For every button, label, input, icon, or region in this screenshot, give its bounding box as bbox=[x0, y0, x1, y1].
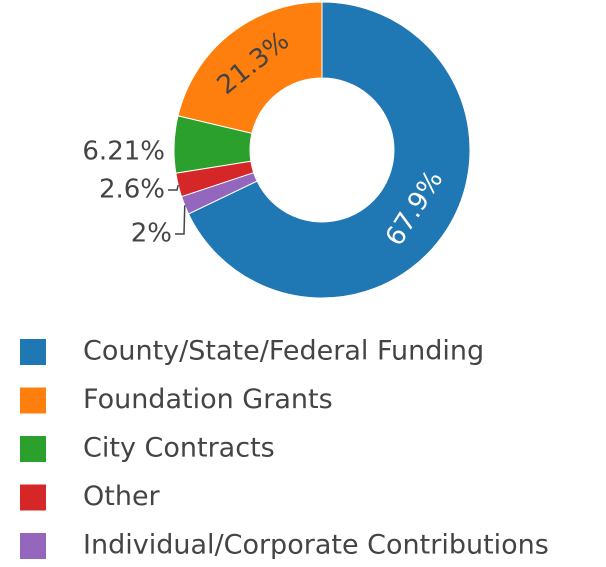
slice bbox=[177, 1, 323, 135]
legend-swatch bbox=[20, 339, 46, 365]
legend-swatch bbox=[20, 387, 46, 414]
legend-label: Foundation Grants bbox=[83, 384, 333, 415]
legend-label: Other bbox=[83, 481, 161, 512]
legend-label: County/State/Federal Funding bbox=[83, 336, 484, 367]
legend-swatch bbox=[20, 436, 46, 462]
legend-label: City Contracts bbox=[83, 433, 275, 464]
leader-line bbox=[175, 205, 186, 235]
slice-label: 6.21% bbox=[82, 137, 165, 167]
legend-label: Individual/Corporate Contributions bbox=[83, 530, 549, 561]
legend-swatch bbox=[20, 533, 46, 559]
slice-label: 2% bbox=[131, 219, 172, 249]
leader-line bbox=[168, 184, 179, 191]
slice bbox=[180, 172, 258, 215]
slice-label: 2.6% bbox=[99, 175, 165, 205]
slice bbox=[187, 1, 471, 299]
legend-swatch bbox=[20, 484, 46, 511]
